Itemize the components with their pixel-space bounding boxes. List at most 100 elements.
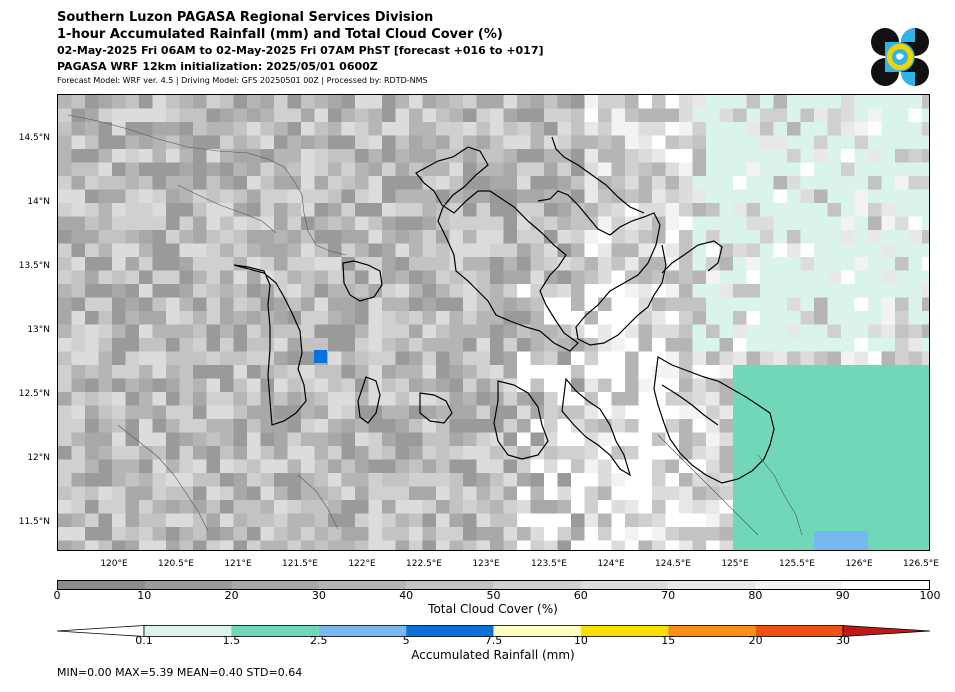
grid-cell [58, 365, 72, 379]
grid-cell [341, 162, 356, 177]
grid-cell [787, 149, 801, 163]
grid-cell [206, 365, 221, 379]
grid-cell [544, 284, 558, 298]
grid-cell [476, 95, 491, 109]
grid-cell [341, 216, 356, 231]
grid-cell [179, 351, 194, 366]
grid-cell [382, 351, 396, 366]
grid-cell [598, 162, 612, 177]
grid-cell [665, 284, 680, 298]
grid-cell [746, 216, 761, 231]
grid-cell [125, 95, 140, 109]
grid-cell [409, 108, 423, 123]
grid-cell [611, 243, 626, 258]
grid-cell [247, 162, 261, 177]
grid-cell [179, 243, 194, 258]
grid-cell [881, 176, 896, 190]
grid-cell [152, 203, 167, 217]
grid-cell [625, 365, 639, 379]
grid-cell [490, 297, 504, 312]
grid-cell [328, 230, 342, 244]
grid-cell [854, 230, 869, 244]
grid-cell [679, 108, 693, 123]
grid-cell [98, 284, 113, 298]
grid-cell [895, 135, 909, 150]
grid-cell [206, 203, 221, 217]
grid-cell [422, 203, 437, 217]
grid-cell [314, 203, 329, 217]
grid-cell [881, 216, 896, 231]
grid-cell [152, 365, 167, 379]
grid-cell [206, 176, 221, 190]
grid-cell [638, 270, 653, 285]
grid-cell [517, 189, 531, 204]
grid-cell [881, 243, 896, 258]
grid-cell [220, 149, 234, 163]
grid-cell [395, 257, 410, 271]
grid-cell [598, 351, 612, 366]
grid-cell [895, 149, 909, 163]
grid-cell [314, 216, 329, 231]
grid-cell [395, 351, 410, 366]
grid-cell [787, 216, 801, 231]
grid-cell [787, 351, 801, 366]
coastline-overlay [67, 114, 803, 536]
grid-cell [314, 338, 329, 352]
grid-cell [206, 324, 221, 339]
grid-cell [679, 95, 693, 109]
grid-cell [233, 351, 248, 366]
rain-colorbar-tick: 1.5 [222, 634, 241, 647]
grid-cell [760, 257, 774, 271]
grid-cell [746, 108, 761, 123]
grid-cell [517, 257, 531, 271]
grid-cell [490, 122, 504, 136]
grid-cell [908, 176, 923, 190]
grid-cell [206, 351, 221, 366]
grid-cell [193, 284, 207, 298]
grid-cell [206, 297, 221, 312]
grid-cell [71, 311, 86, 325]
lon-label: 122.5°E [406, 559, 442, 569]
grid-cell [584, 311, 599, 325]
grid-cell [787, 162, 801, 177]
grid-cell [71, 243, 86, 258]
grid-cell [746, 338, 761, 352]
grid-cell [827, 297, 842, 312]
grid-cell [422, 95, 437, 109]
cloud-colorbar-segment [145, 581, 233, 589]
cloud-colorbar-segment [841, 581, 929, 589]
grid-cell [922, 257, 929, 271]
grid-cell [193, 270, 207, 285]
cloud-colorbar-tick: 90 [835, 589, 850, 602]
grid-cell [395, 230, 410, 244]
grid-cell [355, 162, 369, 177]
grid-cell [598, 338, 612, 352]
grid-cell [827, 230, 842, 244]
grid-cell [719, 230, 734, 244]
grid-cell [382, 270, 396, 285]
grid-cell [503, 338, 518, 352]
grid-cell [233, 122, 248, 136]
grid-cell [598, 135, 612, 150]
grid-cell [814, 108, 828, 123]
grid-cell [625, 243, 639, 258]
grid-cell [503, 230, 518, 244]
grid-cell [260, 324, 275, 339]
grid-cell [112, 311, 126, 325]
grid-cell [922, 203, 929, 217]
grid-cell [611, 149, 626, 163]
grid-cell [98, 135, 113, 150]
grid-cell [922, 135, 929, 150]
grid-cell [274, 108, 288, 123]
cloud-colorbar-segment [232, 581, 320, 589]
grid-cell [881, 162, 896, 177]
grid-cell [841, 230, 855, 244]
grid-cell [152, 351, 167, 366]
grid-cell [71, 189, 86, 204]
grid-cell [530, 108, 545, 123]
grid-cell [166, 108, 180, 123]
grid-cell [476, 365, 491, 379]
grid-cell [179, 176, 194, 190]
grid-cell [841, 135, 855, 150]
grid-cell [476, 135, 491, 150]
